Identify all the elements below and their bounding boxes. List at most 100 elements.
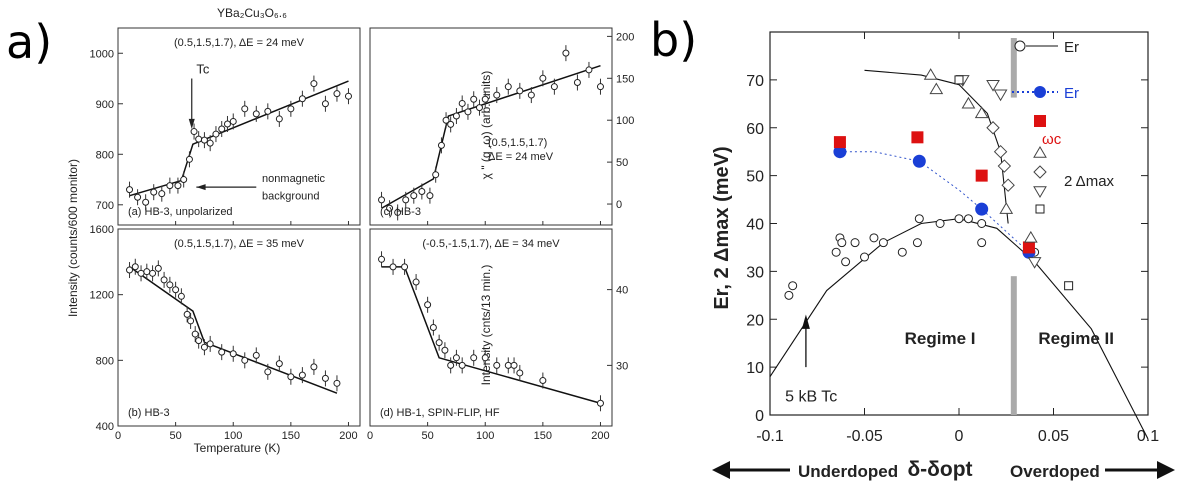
panel-a-tc-arrowhead (188, 118, 195, 130)
panel-c-point (442, 116, 450, 124)
legend-marker-down-triangle (1033, 186, 1047, 198)
panel-c-point (452, 112, 460, 120)
underdoped-label: Underdoped (798, 462, 898, 481)
panel-b-point (149, 269, 157, 277)
panel-b-caption: (b) HB-3 (128, 407, 170, 419)
panel-a-point (190, 128, 198, 136)
panel-d-ytick-label: 30 (616, 360, 628, 372)
panel-b-point (241, 356, 249, 364)
panel-b-ytick-label: 10 (746, 360, 764, 377)
panel-a-point (195, 135, 203, 143)
panel-c-point (550, 83, 558, 91)
panel-a-point (200, 136, 208, 144)
panel-c-point (493, 91, 501, 99)
panel-d-point (401, 263, 409, 271)
panel-b-xtick-label: 200 (339, 430, 357, 442)
panel-b-ytick-label: 800 (96, 355, 114, 367)
panel-c-point (447, 120, 455, 128)
panel-c-point (402, 196, 410, 204)
panel-c-point (539, 74, 547, 82)
panel-a-point (158, 190, 166, 198)
panel-b-point (264, 368, 272, 376)
panel-a-point (287, 105, 295, 113)
panel-d-point (493, 361, 501, 369)
legend-marker-er-filled (1034, 86, 1046, 98)
panel-b-point-open-circle (954, 214, 964, 224)
panel-b-title: (0.5,1.5,1.7), ΔE = 35 meV (174, 238, 305, 250)
panel-a-point (174, 182, 182, 190)
panel-a-point (134, 193, 142, 201)
panel-b-point-open-circle (841, 257, 851, 267)
panel-c-point (573, 78, 581, 86)
panel-a-caption: (a) HB-3, unpolarized (128, 206, 233, 218)
panel-d-point (510, 361, 518, 369)
panel-b-point-open-down-triangle (986, 79, 1000, 92)
panel-c-title-2: ΔE = 24 meV (488, 151, 554, 163)
panel-c-ytick-label: 100 (616, 115, 634, 127)
panel-b-ytick-label: 20 (746, 312, 764, 329)
panel-b-point (160, 276, 168, 284)
panel-b-point-open-triangle (974, 106, 989, 119)
panel-d-point (470, 354, 478, 362)
panel-b-point-filled-square (975, 169, 988, 182)
panel-b-point (195, 337, 203, 345)
panel-a-bg-arrowhead (196, 184, 206, 191)
panel-a-point (275, 115, 283, 123)
panel-a-point (150, 188, 158, 196)
panel-c-point (527, 91, 535, 99)
legend-label-2delta: 2 Δmax (1064, 173, 1115, 190)
panel-a-point (310, 80, 318, 88)
panel-b-point (191, 330, 199, 338)
figure-a-ylabel-left: Intensity (counts/600 monitor) (66, 159, 80, 317)
panel-c-point (378, 196, 386, 204)
panel-b-ytick-label: 30 (746, 264, 764, 281)
panel-b-ytick-label: 70 (746, 73, 764, 90)
panel-d-point (424, 301, 432, 309)
panel-a-point (180, 176, 188, 184)
panel-d-point (378, 255, 386, 263)
panel-b-fit-line (129, 266, 338, 394)
panel-b-point (298, 371, 306, 379)
panel-a-point (185, 155, 193, 163)
panel-b-point (126, 266, 134, 274)
panel-b-point-open-circle (963, 214, 973, 224)
panel-a-point (241, 105, 249, 113)
panel-b-point-open-down-triangle (993, 89, 1008, 102)
panel-b-point-open-circle (869, 233, 879, 243)
panel-d-frame (369, 228, 613, 427)
panel-b-point (187, 317, 195, 325)
panel-a-frame (117, 27, 361, 226)
legend-label-omega: ωc (1042, 131, 1062, 148)
panel-b-ylabel: Er, 2 Δmax (meV) (711, 146, 733, 309)
panel-b-point (333, 379, 341, 387)
panel-d-caption: (d) HB-1, SPIN-FLIP, HF (380, 407, 500, 419)
panel-c-point (437, 141, 445, 149)
panel-c-ytick-label: 50 (616, 157, 628, 169)
panel-c-point (426, 192, 434, 200)
panel-b-ytick-label: 40 (746, 217, 764, 234)
panel-b-point-open-diamond (993, 144, 1008, 159)
panel-b-point (287, 373, 295, 381)
panel-b-point (137, 269, 145, 277)
panel-c-point (470, 95, 478, 103)
panel-c-point (386, 204, 394, 212)
panel-b-xtick-label: 0.1 (1137, 428, 1159, 445)
panel-d-point (596, 399, 604, 407)
panel-a-bg-label: nonmagnetic (262, 173, 325, 185)
panel-b-point (252, 351, 260, 359)
panel-a-point (333, 90, 341, 98)
legend-label-er-filled: Er (1064, 85, 1079, 102)
overdoped-arrowhead (1157, 461, 1175, 479)
panel-c-ytick-label: 150 (616, 73, 634, 85)
panel-b-point-open-circle (860, 252, 869, 262)
panel-b-xtick-label: 0 (955, 428, 964, 445)
panel-b-xtick-label: -0.05 (846, 428, 883, 445)
panel-b-point-open-circle (977, 238, 987, 248)
panel-a-point (166, 182, 174, 190)
panel-b-point (172, 286, 180, 294)
panel-a-point (229, 117, 237, 125)
panel-b-point-open-circle (831, 247, 841, 257)
figure-a-title: YBa₂Cu₃O₆.₆ (217, 6, 287, 20)
panel-b-point-open-triangle (923, 68, 938, 80)
